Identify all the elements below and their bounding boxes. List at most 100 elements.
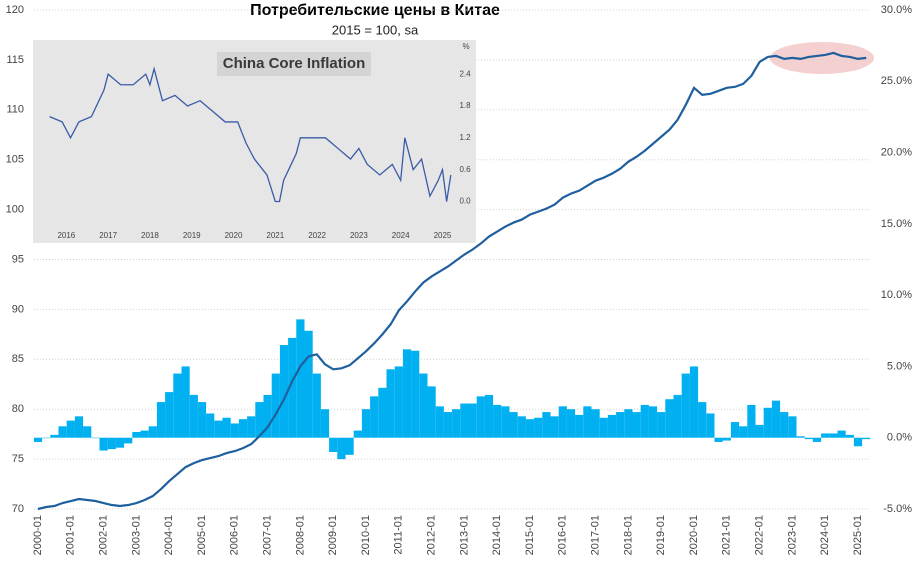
bar bbox=[599, 417, 608, 438]
bar bbox=[66, 420, 75, 438]
bar bbox=[837, 430, 846, 438]
y2-tick-label: 10.0% bbox=[881, 289, 912, 301]
bar bbox=[624, 409, 633, 438]
inset-title-box bbox=[217, 52, 371, 76]
inset-x-tick-label: 2016 bbox=[57, 231, 75, 240]
x-tick-label: 2004-01 bbox=[163, 515, 175, 555]
bar bbox=[804, 437, 813, 440]
bar bbox=[648, 406, 658, 438]
bar bbox=[714, 437, 723, 442]
y2-tick-label: -5.0% bbox=[883, 503, 912, 515]
bar bbox=[361, 409, 371, 438]
bar bbox=[517, 416, 526, 438]
bar bbox=[42, 437, 51, 439]
x-tick-label: 2012-01 bbox=[426, 515, 438, 555]
bar bbox=[435, 406, 444, 438]
bar bbox=[107, 437, 116, 450]
bar bbox=[74, 416, 84, 438]
bar bbox=[337, 437, 346, 460]
bar bbox=[271, 373, 280, 438]
y-tick-label: 95 bbox=[12, 253, 24, 265]
inset-x-tick-label: 2018 bbox=[141, 231, 159, 240]
y-tick-label: 85 bbox=[12, 353, 24, 365]
bar bbox=[345, 437, 354, 455]
bar bbox=[616, 412, 625, 438]
y2-tick-label: 5.0% bbox=[887, 360, 912, 372]
bar bbox=[329, 437, 338, 452]
y2-tick-label: 15.0% bbox=[881, 218, 912, 230]
x-tick-label: 2017-01 bbox=[590, 515, 602, 555]
x-tick-label: 2002-01 bbox=[98, 515, 110, 555]
y-tick-label: 100 bbox=[6, 204, 24, 216]
bar bbox=[862, 437, 871, 440]
bar bbox=[845, 434, 854, 438]
bar bbox=[115, 437, 125, 448]
x-tick-label: 2021-01 bbox=[721, 515, 733, 555]
inset-unit: % bbox=[462, 42, 469, 51]
bar bbox=[452, 409, 461, 438]
x-tick-label: 2000-01 bbox=[32, 515, 44, 555]
bar bbox=[665, 399, 674, 438]
bar bbox=[550, 416, 559, 438]
bar bbox=[763, 407, 772, 438]
bar bbox=[263, 394, 272, 438]
bar bbox=[575, 414, 584, 438]
bar bbox=[509, 412, 518, 438]
bar bbox=[657, 412, 666, 438]
bar bbox=[730, 422, 740, 438]
bar bbox=[853, 437, 863, 447]
x-tick-label: 2020-01 bbox=[688, 515, 700, 555]
bar bbox=[673, 394, 682, 438]
x-tick-label: 2006-01 bbox=[229, 515, 241, 555]
bar bbox=[148, 426, 157, 438]
bar bbox=[320, 409, 330, 438]
x-tick-label: 2007-01 bbox=[262, 515, 274, 555]
bar bbox=[247, 416, 256, 438]
inset-x-tick-label: 2021 bbox=[266, 231, 284, 240]
y2-tick-label: 0.0% bbox=[887, 432, 912, 444]
bar bbox=[132, 432, 141, 438]
bar bbox=[821, 433, 830, 438]
bar bbox=[583, 406, 592, 438]
chart-subtitle: 2015 = 100, sa bbox=[332, 22, 419, 37]
bar bbox=[411, 350, 420, 438]
x-tick-label: 2024-01 bbox=[819, 515, 831, 555]
y2-tick-label: 25.0% bbox=[881, 75, 912, 87]
bar bbox=[747, 404, 756, 438]
bar bbox=[771, 400, 781, 438]
y-tick-label: 75 bbox=[12, 453, 24, 465]
bar bbox=[353, 430, 362, 438]
bar bbox=[468, 403, 477, 438]
bar bbox=[197, 402, 207, 438]
bar bbox=[91, 437, 100, 439]
bar bbox=[591, 409, 600, 438]
inset-line bbox=[49, 66, 452, 203]
x-tick-label: 2003-01 bbox=[130, 515, 142, 555]
bar bbox=[206, 413, 215, 438]
bar bbox=[689, 366, 699, 438]
bar bbox=[255, 402, 264, 438]
bar bbox=[173, 373, 182, 438]
highlight bbox=[770, 42, 874, 74]
bar bbox=[165, 392, 174, 438]
x-tick-label: 2019-01 bbox=[655, 515, 667, 555]
bar bbox=[460, 403, 469, 438]
x-tick-label: 2023-01 bbox=[786, 515, 798, 555]
y-tick-label: 110 bbox=[6, 104, 24, 116]
inset-y-tick-label: 1.2 bbox=[459, 133, 471, 142]
bar bbox=[829, 433, 838, 438]
bar bbox=[525, 419, 535, 438]
line bbox=[37, 51, 867, 511]
bar bbox=[386, 369, 395, 438]
inset-x-tick-label: 2023 bbox=[350, 231, 368, 240]
bar bbox=[140, 430, 149, 438]
bar bbox=[230, 423, 239, 438]
bar bbox=[58, 426, 67, 438]
y-tick-label: 120 bbox=[6, 4, 24, 16]
y-tick-label: 105 bbox=[6, 154, 24, 166]
bar bbox=[288, 337, 297, 438]
bar bbox=[484, 394, 494, 438]
y-tick-label: 70 bbox=[12, 503, 24, 515]
inset-x-tick-label: 2020 bbox=[225, 231, 243, 240]
inset-x-tick-label: 2024 bbox=[392, 231, 410, 240]
